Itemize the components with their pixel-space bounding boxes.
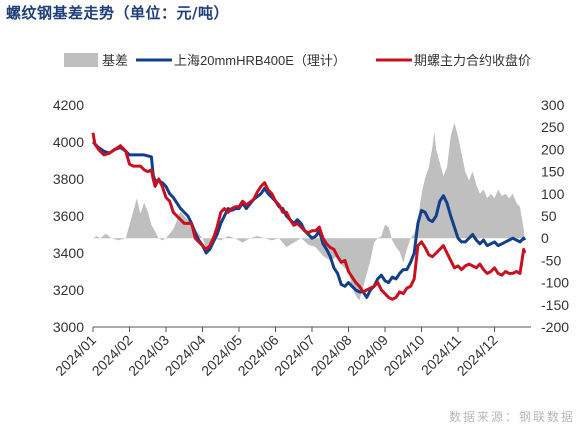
y-right-tick-label: 50 (541, 208, 557, 224)
y-right-tick-label: -150 (541, 297, 569, 313)
plot-area (91, 122, 527, 301)
y-left-tick-label: 3800 (53, 171, 84, 187)
y-left-tick-label: 3200 (53, 282, 84, 298)
y-right-tick-label: 100 (541, 186, 565, 202)
y-right-tick-label: -100 (541, 275, 569, 291)
y-left-tick-label: 3600 (53, 208, 84, 224)
y-right-tick-label: 300 (541, 97, 565, 113)
y-right-tick-label: 150 (541, 164, 565, 180)
y-right-tick-label: -200 (541, 319, 569, 335)
y-right-tick-label: 250 (541, 119, 565, 135)
legend-label-futures-price: 期螺主力合约收盘价 (414, 53, 531, 68)
y-right-tick-label: -50 (541, 252, 561, 268)
x-tick-label: 2024/12 (454, 332, 501, 379)
y-left-tick-label: 3400 (53, 245, 84, 261)
chart-title: 螺纹钢基差走势（单位：元/吨） (6, 4, 229, 22)
series-spot-price-line (91, 140, 527, 299)
y-right-tick-label: 200 (541, 141, 565, 157)
legend-label-basis: 基差 (102, 53, 128, 68)
y-left-tick-label: 4200 (53, 97, 84, 113)
data-source: 数据来源：钢联数据 (448, 410, 575, 424)
y-right-tick-label: 0 (541, 230, 549, 246)
y-left-tick-label: 3000 (53, 319, 84, 335)
legend-label-spot-price: 上海20mmHRB400E（理计） (174, 53, 346, 68)
legend-swatch-basis (64, 53, 98, 67)
series-basis-area (93, 122, 525, 301)
series-futures-price-line (91, 132, 527, 301)
y-left-tick-label: 4000 (53, 134, 84, 150)
x-tick-label: 2024/10 (381, 332, 428, 379)
legend: 基差 上海20mmHRB400E（理计） 期螺主力合约收盘价 (64, 53, 531, 68)
